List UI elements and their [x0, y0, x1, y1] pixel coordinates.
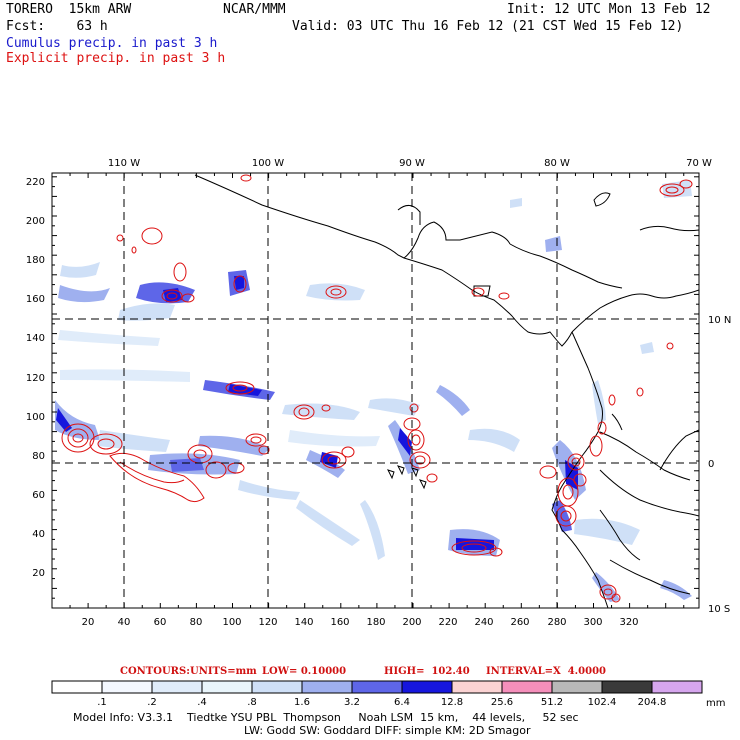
colorbar-level-label: 12.8: [441, 697, 463, 708]
y-tick-label: 100: [26, 412, 45, 423]
forecast-hour: Fcst: 63 h: [6, 19, 108, 34]
colorbar-swatch: [351, 680, 403, 694]
y-tick-label: 220: [26, 177, 45, 188]
lat-label: 10 N: [708, 315, 731, 326]
x-tick-label: 120: [258, 617, 277, 628]
colorbar-swatch: [151, 680, 203, 694]
x-tick-label: 160: [330, 617, 349, 628]
coastline: [194, 174, 699, 608]
x-tick-labels: 20 40 60 80 100 120 140 160 180 200 220 …: [82, 617, 639, 628]
x-tick-label: 100: [222, 617, 241, 628]
lon-label: 90 W: [399, 158, 425, 169]
y-tick-label: 160: [26, 294, 45, 305]
init-time: Init: 12 UTC Mon 13 Feb 12: [507, 2, 711, 17]
colorbar-level-label: 102.4: [588, 697, 617, 708]
x-tick-label: 40: [118, 617, 131, 628]
low-label: LOW= 0.10000: [262, 666, 347, 677]
colorbar-swatch: [51, 680, 103, 694]
y-tick-label: 140: [26, 333, 45, 344]
colorbar-swatch: [101, 680, 153, 694]
cumulus-precip-shading: [55, 180, 692, 602]
colorbar-swatch: [601, 680, 653, 694]
model-info-line1: Model Info: V3.3.1 Tiedtke YSU PBL Thomp…: [73, 711, 579, 724]
lon-label: 110 W: [108, 158, 140, 169]
colorbar-swatch: [201, 680, 253, 694]
y-tick-labels: 20 40 60 80 100 120 140 160 180 200 220: [26, 177, 45, 579]
x-tick-label: 20: [82, 617, 95, 628]
x-tick-label: 280: [547, 617, 566, 628]
y-tick-label: 180: [26, 255, 45, 266]
interval-label: INTERVAL=X 4.0000: [486, 666, 606, 677]
x-tick-label: 140: [294, 617, 313, 628]
lon-label: 80 W: [544, 158, 570, 169]
colorbar-swatch: [551, 680, 603, 694]
colorbar: [51, 680, 703, 694]
high-label: HIGH= 102.40: [384, 666, 470, 677]
colorbar-unit: mm: [706, 698, 725, 709]
contours-label: CONTOURS:: [120, 666, 190, 677]
y-ticks: [52, 176, 699, 609]
x-tick-label: 60: [154, 617, 167, 628]
x-tick-label: 200: [402, 617, 421, 628]
colorbar-labels: .1 .2 .4 .8 1.6 3.2 6.4 12.8 25.6 51.2 102.4 204.8: [97, 697, 666, 708]
colorbar-level-label: 51.2: [541, 697, 563, 708]
x-tick-label: 80: [190, 617, 203, 628]
colorbar-swatch: [251, 680, 303, 694]
x-tick-label: 180: [366, 617, 385, 628]
x-tick-label: 320: [619, 617, 638, 628]
colorbar-level-label: 204.8: [638, 697, 667, 708]
colorbar-swatch: [651, 680, 703, 694]
colorbar-swatch: [451, 680, 503, 694]
colorbar-swatch: [501, 680, 553, 694]
y-tick-label: 40: [32, 529, 45, 540]
explicit-field-label: Explicit precip. in past 3 h: [6, 51, 226, 66]
lat-label: 0: [708, 459, 714, 470]
x-tick-label: 260: [510, 617, 529, 628]
source-label: NCAR/MMM: [223, 2, 286, 17]
colorbar-level-label: .1: [97, 697, 107, 708]
model-info-line2: LW: Godd SW: Goddard DIFF: simple KM: 2D…: [244, 724, 531, 737]
units-label: UNITS=mm: [190, 666, 257, 677]
colorbar-level-label: 1.6: [294, 697, 310, 708]
colorbar-level-label: .8: [247, 697, 257, 708]
explicit-precip-contours: [61, 174, 693, 603]
latitude-labels: 10 N 0 10 S: [708, 315, 731, 615]
plot-frame: [51, 172, 700, 609]
x-tick-label: 220: [438, 617, 457, 628]
valid-time: Valid: 03 UTC Thu 16 Feb 12 (21 CST Wed …: [292, 19, 684, 34]
lon-label: 100 W: [252, 158, 284, 169]
longitude-labels: 110 W 100 W 90 W 80 W 70 W: [108, 158, 712, 169]
colorbar-swatch: [401, 680, 453, 694]
y-tick-label: 20: [32, 568, 45, 579]
lon-label: 70 W: [686, 158, 712, 169]
colorbar-level-label: .4: [197, 697, 207, 708]
cumulus-field-label: Cumulus precip. in past 3 h: [6, 36, 218, 51]
latlon-grid: [52, 173, 699, 608]
colorbar-swatch: [301, 680, 353, 694]
y-tick-label: 120: [26, 373, 45, 384]
y-tick-label: 60: [32, 490, 45, 501]
colorbar-level-label: 6.4: [394, 697, 410, 708]
lat-label: 10 S: [708, 604, 730, 615]
y-tick-label: 200: [26, 216, 45, 227]
x-tick-label: 300: [583, 617, 602, 628]
x-tick-label: 240: [474, 617, 493, 628]
colorbar-level-label: 25.6: [491, 697, 513, 708]
colorbar-level-label: .2: [147, 697, 157, 708]
model-title: TORERO 15km ARW: [6, 2, 132, 17]
colorbar-level-label: 3.2: [344, 697, 360, 708]
y-tick-label: 80: [32, 451, 45, 462]
x-ticks: [51, 173, 685, 608]
